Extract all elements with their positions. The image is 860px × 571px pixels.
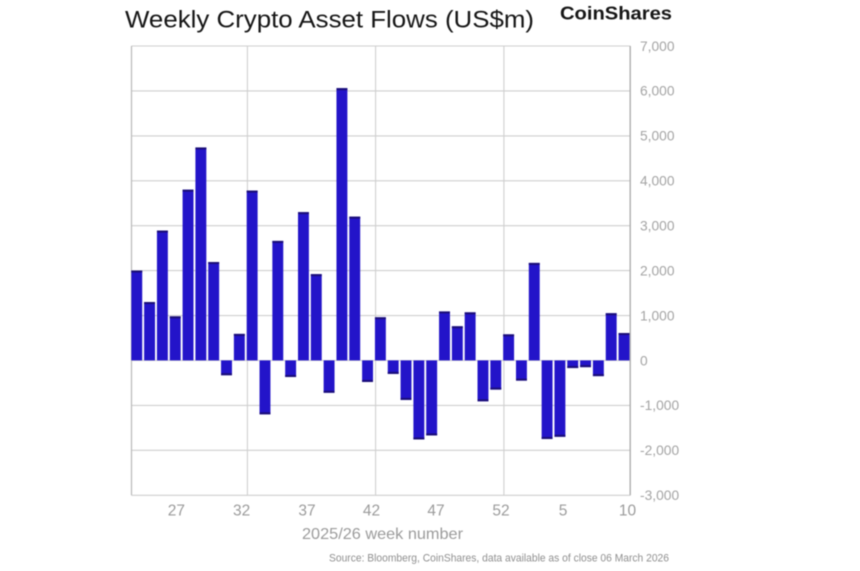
svg-text:42: 42 <box>363 503 380 520</box>
svg-text:Weekly Crypto Asset Flows (US$: Weekly Crypto Asset Flows (US$m) <box>125 8 534 34</box>
svg-text:CoinShares: CoinShares <box>560 4 672 24</box>
svg-text:47: 47 <box>427 503 444 520</box>
svg-text:37: 37 <box>298 503 315 520</box>
svg-text:5: 5 <box>559 503 568 520</box>
svg-text:2,000: 2,000 <box>640 263 675 278</box>
svg-text:-1,000: -1,000 <box>640 398 679 413</box>
svg-text:27: 27 <box>168 503 185 520</box>
svg-text:Source: Bloomberg, CoinShares,: Source: Bloomberg, CoinShares, data avai… <box>329 553 669 565</box>
svg-text:-3,000: -3,000 <box>640 488 679 503</box>
svg-text:0: 0 <box>640 353 648 368</box>
svg-text:5,000: 5,000 <box>640 129 675 144</box>
svg-text:1,000: 1,000 <box>640 308 675 323</box>
svg-text:4,000: 4,000 <box>640 174 675 189</box>
svg-text:7,000: 7,000 <box>640 39 675 54</box>
svg-text:52: 52 <box>492 503 509 520</box>
svg-text:6,000: 6,000 <box>640 84 675 99</box>
svg-text:32: 32 <box>233 503 250 520</box>
svg-text:3,000: 3,000 <box>640 219 675 234</box>
svg-text:2025/26 week number: 2025/26 week number <box>302 526 464 543</box>
svg-text:-2,000: -2,000 <box>640 443 679 458</box>
svg-text:10: 10 <box>619 503 637 520</box>
